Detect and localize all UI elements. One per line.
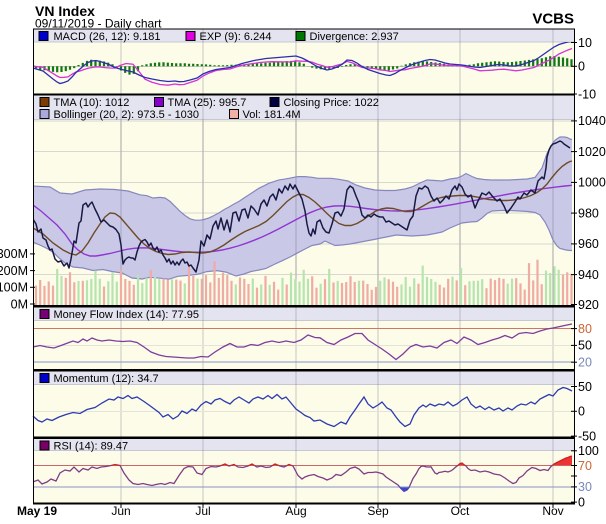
svg-text:VN Index: VN Index [35,3,95,19]
svg-text:Aug: Aug [285,504,306,518]
svg-text:Closing Price: 1022: Closing Price: 1022 [284,97,379,109]
svg-text:300M: 300M [0,247,28,261]
svg-text:980: 980 [578,206,599,220]
svg-text:RSI (14): 89.47: RSI (14): 89.47 [54,441,129,453]
svg-text:100M: 100M [0,281,28,295]
svg-text:Jun: Jun [111,504,130,518]
svg-text:200M: 200M [0,264,28,278]
svg-text:1000: 1000 [578,176,606,190]
svg-text:70: 70 [578,459,592,473]
svg-text:-10: -10 [578,87,596,101]
svg-text:10: 10 [578,36,592,50]
svg-text:80: 80 [578,322,592,336]
svg-text:VCBS: VCBS [532,11,574,28]
svg-text:May 19: May 19 [17,504,57,518]
svg-text:Jul: Jul [195,504,210,518]
svg-text:Momentum (12): 34.7: Momentum (12): 34.7 [54,373,159,385]
svg-text:960: 960 [578,237,599,251]
svg-text:20: 20 [578,356,592,370]
svg-text:1040: 1040 [578,114,606,128]
svg-text:30: 30 [578,480,592,494]
svg-text:0: 0 [578,495,585,509]
svg-text:Sep: Sep [367,504,389,518]
svg-text:1020: 1020 [578,145,606,159]
svg-text:940: 940 [578,268,599,282]
svg-text:50: 50 [578,339,592,353]
svg-text:0M: 0M [11,297,28,311]
svg-text:100: 100 [578,444,599,458]
svg-text:Money Flow Index (14): 77.95: Money Flow Index (14): 77.95 [54,309,200,321]
svg-text:MACD (26, 12): 9.181: MACD (26, 12): 9.181 [54,31,161,43]
svg-text:Nov: Nov [542,504,563,518]
svg-text:0: 0 [578,60,585,74]
svg-text:0: 0 [578,405,585,419]
svg-text:EXP (9): 6.244: EXP (9): 6.244 [200,31,272,43]
svg-text:Divergence: 2.937: Divergence: 2.937 [310,31,399,43]
svg-text:Oct: Oct [451,504,470,518]
svg-text:09/11/2019 - Daily chart: 09/11/2019 - Daily chart [35,17,162,31]
svg-text:920: 920 [578,298,599,312]
svg-text:TMA (10): 1012: TMA (10): 1012 [54,97,130,109]
svg-text:50: 50 [578,380,592,394]
svg-text:Vol: 181.4M: Vol: 181.4M [243,109,301,121]
svg-text:-50: -50 [578,429,596,443]
svg-text:Bollinger (20, 2): 973.5 - 103: Bollinger (20, 2): 973.5 - 1030 [54,109,200,121]
svg-text:TMA (25): 995.7: TMA (25): 995.7 [168,97,247,109]
